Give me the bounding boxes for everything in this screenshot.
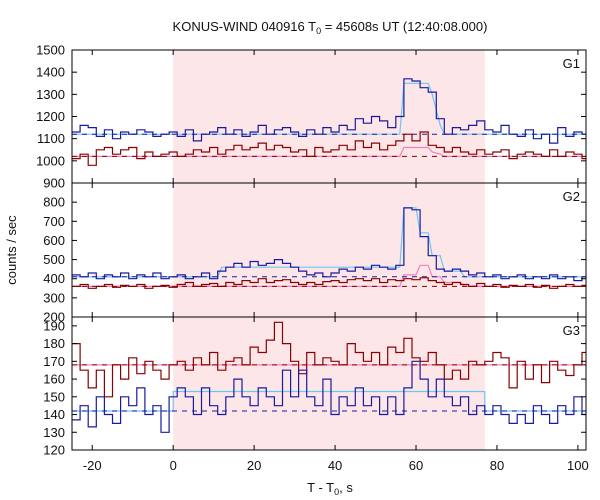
- x-tick-label: 100: [567, 458, 589, 473]
- y-tick-label: 600: [43, 233, 65, 248]
- x-axis-label-main: T - T: [307, 480, 334, 495]
- lightcurve-total-series: [72, 207, 586, 282]
- y-tick-label: 1300: [36, 87, 65, 102]
- y-tick-label: 200: [43, 310, 65, 325]
- y-tick-label: 150: [43, 389, 65, 404]
- panels-group: 900100011001200130014001500G120030040050…: [36, 43, 589, 474]
- y-tick-label: 400: [43, 271, 65, 286]
- y-tick-label: 300: [43, 290, 65, 305]
- shaded-interval: [173, 183, 485, 317]
- panel-label: G1: [563, 56, 580, 71]
- y-tick-label: 180: [43, 336, 65, 351]
- chart-title-subscript: 0: [316, 26, 321, 36]
- y-tick-label: 170: [43, 354, 65, 369]
- panel-g2: 200 300 400 500 600 700 800 G2: [43, 182, 587, 325]
- chart-title: KONUS-WIND 040916 T0 = 45608s UT (12:40:…: [173, 19, 488, 36]
- panel-g3: 120 130 140 150 160 170 180 190 G3: [43, 316, 587, 458]
- shaded-interval: [173, 317, 485, 450]
- x-tick-label: 40: [328, 458, 342, 473]
- x-tick-label: 20: [247, 458, 261, 473]
- x-tick-label: -20: [83, 458, 102, 473]
- y-tick-label: 140: [43, 407, 65, 422]
- lightcurve-total-series: [72, 360, 586, 433]
- y-tick-label: 160: [43, 372, 65, 387]
- panel-data: [72, 321, 586, 433]
- lightcurve-hard-series: [72, 131, 586, 166]
- x-tick-label: 60: [409, 458, 423, 473]
- panel-data: [72, 207, 586, 289]
- y-tick-label: 120: [43, 443, 65, 458]
- y-axis-label: counts / sec: [4, 215, 19, 285]
- y-tick-label: 1200: [36, 109, 65, 124]
- y-tick-label: 800: [43, 195, 65, 210]
- y-tick-label: 900: [43, 176, 65, 191]
- y-tick-label: 190: [43, 318, 65, 333]
- panel-frame: [71, 316, 587, 451]
- y-tick-label: 1100: [37, 131, 65, 146]
- x-tick-label: 80: [490, 458, 504, 473]
- y-tick-label: 130: [43, 425, 65, 440]
- shaded-interval: [173, 50, 485, 183]
- x-axis-label-rest: , s: [339, 480, 353, 495]
- y-tick-label: 700: [43, 214, 65, 229]
- panel-label: G3: [563, 323, 580, 338]
- lightcurve-hard-series: [72, 321, 586, 398]
- panel-g1: 900 1000 1100 1200 1300 1400 1500 G1: [36, 43, 587, 191]
- lightcurve-hard-series: [72, 277, 586, 289]
- panel-label: G2: [563, 189, 580, 204]
- chart-title-main: KONUS-WIND 040916 T: [173, 19, 317, 34]
- x-axis-label: T - T0, s: [307, 480, 353, 497]
- panel-data: [72, 78, 586, 166]
- chart-title-rest: = 45608s UT (12:40:08.000): [321, 19, 487, 34]
- y-tick-label: 1000: [36, 153, 65, 168]
- x-tick-label: 0: [170, 458, 177, 473]
- model-total-line: [72, 82, 586, 135]
- y-tick-label: 500: [43, 252, 65, 267]
- y-tick-label: 1400: [36, 65, 65, 80]
- y-tick-label: 1500: [36, 43, 65, 58]
- lightcurve-total-series: [72, 78, 586, 144]
- x-axis-label-subscript: 0: [334, 487, 339, 497]
- model-total-line: [72, 207, 586, 278]
